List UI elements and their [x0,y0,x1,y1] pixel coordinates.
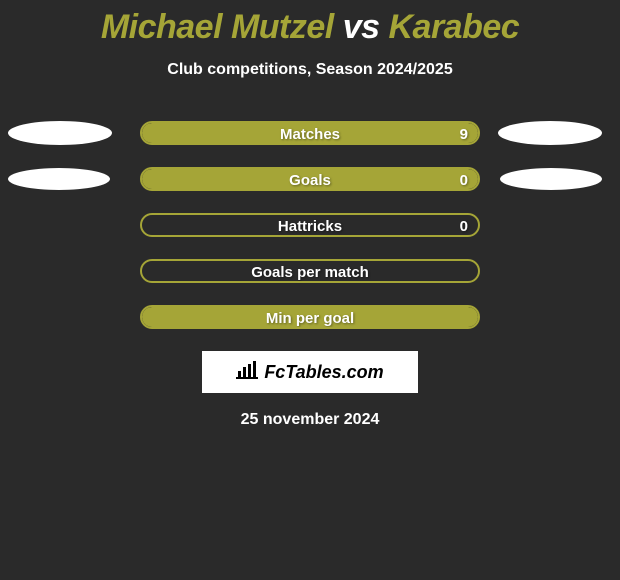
bar-fill-right [142,169,478,189]
title: Michael Mutzel vs Karabec [0,8,620,47]
subtitle: Club competitions, Season 2024/2025 [0,61,620,79]
stat-row: Goals per match [0,259,620,283]
brand-badge: FcTables.com [202,351,418,393]
stat-row: Matches9 [0,121,620,145]
stat-bar: Goals per match [140,259,480,283]
date-label: 25 november 2024 [0,411,620,429]
stat-bar: Min per goal [140,305,480,329]
stat-label: Hattricks [142,215,478,237]
title-player2: Karabec [388,8,519,46]
comparison-card: Michael Mutzel vs Karabec Club competiti… [0,0,620,429]
left-ellipse [8,121,112,145]
brand-text: FcTables.com [264,362,383,383]
right-ellipse [500,168,602,190]
bar-fill-right [142,123,478,143]
stat-row: Min per goal [0,305,620,329]
stat-row: Hattricks0 [0,213,620,237]
stat-label: Goals per match [142,261,478,283]
stat-rows: Matches9 Goals0 Hattricks0 Goals per match M… [0,121,620,329]
stat-bar: Goals0 [140,167,480,191]
right-ellipse [498,121,602,145]
left-ellipse [8,168,110,190]
brand-chart-icon [236,361,258,384]
stat-bar: Hattricks0 [140,213,480,237]
stat-value-right: 0 [460,215,468,237]
title-vs: vs [343,8,380,46]
bar-fill-right [142,307,478,327]
title-player1: Michael Mutzel [101,8,334,46]
stat-bar: Matches9 [140,121,480,145]
stat-row: Goals0 [0,167,620,191]
